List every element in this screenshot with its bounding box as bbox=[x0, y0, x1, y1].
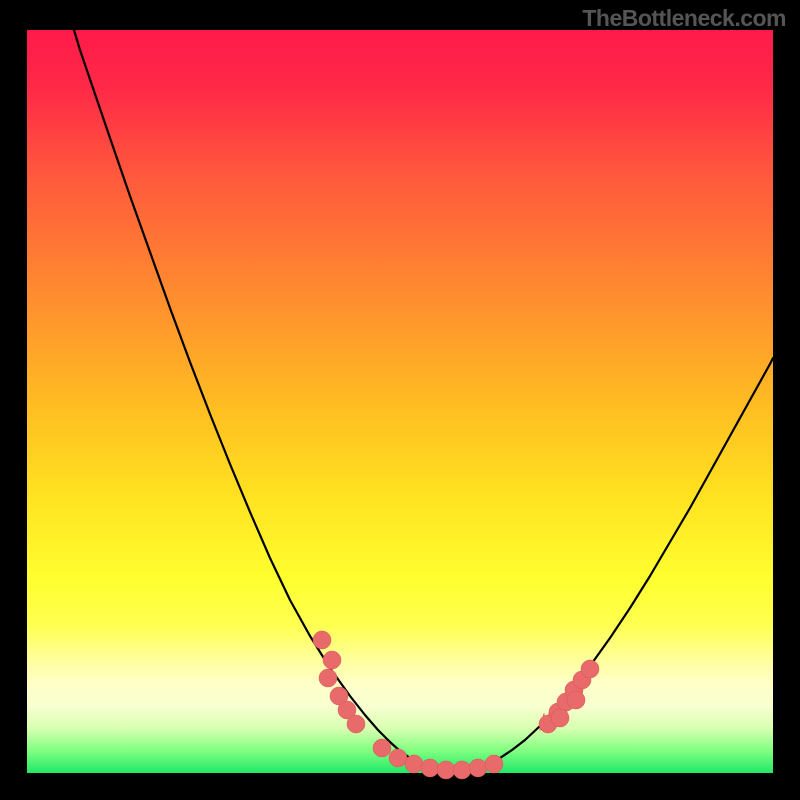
data-marker bbox=[453, 761, 471, 779]
data-marker bbox=[313, 631, 331, 649]
bottleneck-chart bbox=[0, 0, 800, 800]
data-marker bbox=[373, 739, 391, 757]
data-marker bbox=[581, 660, 599, 678]
plot-background bbox=[27, 30, 773, 773]
data-marker bbox=[421, 759, 439, 777]
data-marker bbox=[323, 651, 341, 669]
data-marker bbox=[347, 715, 365, 733]
data-marker bbox=[319, 669, 337, 687]
chart-container: TheBottleneck.com bbox=[0, 0, 800, 800]
data-marker bbox=[469, 759, 487, 777]
data-marker bbox=[567, 691, 585, 709]
data-marker bbox=[485, 755, 503, 773]
data-marker bbox=[437, 761, 455, 779]
data-marker bbox=[551, 709, 569, 727]
data-marker bbox=[405, 755, 423, 773]
data-marker bbox=[389, 749, 407, 767]
attribution-text: TheBottleneck.com bbox=[582, 5, 786, 32]
